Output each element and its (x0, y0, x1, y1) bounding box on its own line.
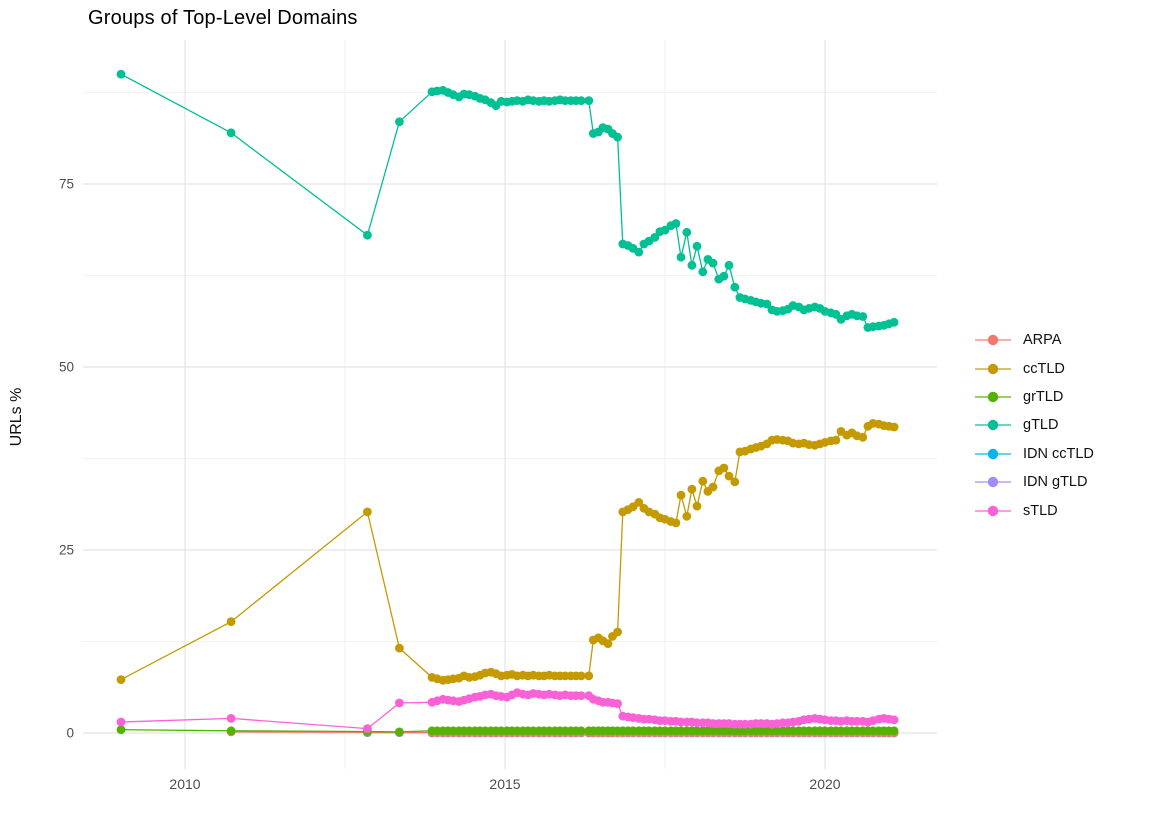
data-point-cctld (889, 422, 899, 432)
data-point-cctld (719, 463, 729, 473)
data-point-gtld (676, 252, 686, 262)
y-tick-label: 25 (59, 543, 74, 558)
y-tick-label: 75 (59, 177, 74, 192)
data-point-grtld (116, 725, 126, 735)
legend-item-idn-cctld: IDN ccTLD (973, 440, 1094, 468)
data-point-gtld (730, 282, 740, 292)
x-tick-label: 2010 (169, 776, 200, 792)
legend-key-icon (975, 476, 1011, 488)
series-line-gtld (120, 73, 895, 329)
data-point-cctld (576, 671, 586, 681)
legend-label: gTLD (1023, 417, 1059, 434)
data-point-grtld (889, 726, 899, 736)
legend-item-stld: sTLD (973, 496, 1094, 524)
data-point-cctld (692, 501, 702, 511)
data-point-gtld (687, 260, 697, 270)
x-tick-label: 2020 (809, 776, 840, 792)
x-tick-label: 2015 (489, 776, 520, 792)
data-point-gtld (708, 258, 718, 268)
data-point-gtld (584, 96, 594, 105)
data-point-cctld (858, 432, 868, 442)
data-point-gtld (395, 117, 404, 127)
data-point-cctld (687, 484, 697, 494)
legend-item-arpa: ARPA (973, 326, 1094, 354)
data-point-gtld (116, 69, 126, 79)
legend: ARPA ccTLD grTLD gTLD IDN ccTLD IDN gTLD sTLD (973, 326, 1094, 525)
legend-key-icon (975, 363, 1011, 374)
chart-title: Groups of Top-Level Domains (88, 7, 358, 29)
legend-label: ARPA (1023, 332, 1062, 349)
legend-item-cctld: ccTLD (973, 354, 1094, 382)
data-point-cctld (682, 511, 692, 521)
data-point-gtld (226, 128, 236, 138)
data-point-cctld (395, 643, 404, 653)
data-point-cctld (613, 627, 622, 637)
y-axis-title: URLs % (8, 387, 25, 447)
data-point-cctld (584, 671, 594, 681)
legend-item-idn-gtld: IDN gTLD (973, 468, 1094, 496)
data-point-stld (889, 715, 899, 725)
data-point-gtld (858, 312, 868, 321)
data-point-cctld (671, 518, 681, 528)
legend-key-icon (975, 334, 1011, 346)
data-point-gtld (363, 230, 372, 240)
data-point-gtld (682, 227, 692, 237)
legend-label: sTLD (1023, 502, 1058, 519)
data-point-stld (363, 724, 372, 733)
data-point-gtld (650, 233, 660, 242)
data-point-cctld (116, 675, 126, 684)
data-point-grtld (226, 726, 236, 736)
data-point-gtld (692, 241, 702, 251)
data-point-cctld (676, 490, 686, 500)
data-point-cctld (363, 507, 372, 517)
data-point-cctld (831, 435, 841, 445)
legend-key-icon (975, 391, 1011, 403)
legend-label: IDN gTLD (1023, 474, 1088, 491)
data-point-cctld (226, 617, 236, 627)
data-point-gtld (889, 317, 899, 327)
data-point-stld (576, 691, 586, 701)
data-point-gtld (719, 271, 729, 281)
legend-item-grtld: grTLD (973, 383, 1094, 411)
data-point-cctld (634, 498, 644, 507)
data-point-cctld (724, 471, 734, 481)
data-point-cctld (730, 477, 740, 487)
legend-label: IDN ccTLD (1023, 445, 1094, 462)
data-point-gtld (698, 267, 708, 277)
legend-key-icon (975, 448, 1011, 459)
data-point-stld (116, 717, 126, 727)
data-point-grtld (395, 727, 404, 737)
data-point-stld (613, 699, 622, 709)
legend-label: grTLD (1023, 388, 1064, 405)
data-point-gtld (762, 299, 772, 309)
legend-item-gtld: gTLD (973, 411, 1094, 439)
data-point-gtld (634, 247, 644, 257)
data-point-cctld (698, 476, 708, 486)
y-tick-label: 0 (66, 726, 74, 741)
data-point-gtld (613, 132, 622, 142)
legend-key-icon (975, 505, 1011, 516)
data-point-gtld (671, 219, 681, 228)
legend-label: ccTLD (1023, 360, 1065, 377)
data-point-cctld (708, 482, 718, 492)
legend-key-icon (975, 420, 1011, 431)
data-point-stld (395, 698, 404, 708)
data-point-gtld (576, 96, 586, 105)
y-tick-label: 50 (59, 360, 74, 375)
data-point-stld (226, 714, 236, 723)
data-point-grtld (576, 726, 586, 736)
data-point-gtld (724, 260, 734, 270)
data-point-cctld (603, 639, 613, 649)
